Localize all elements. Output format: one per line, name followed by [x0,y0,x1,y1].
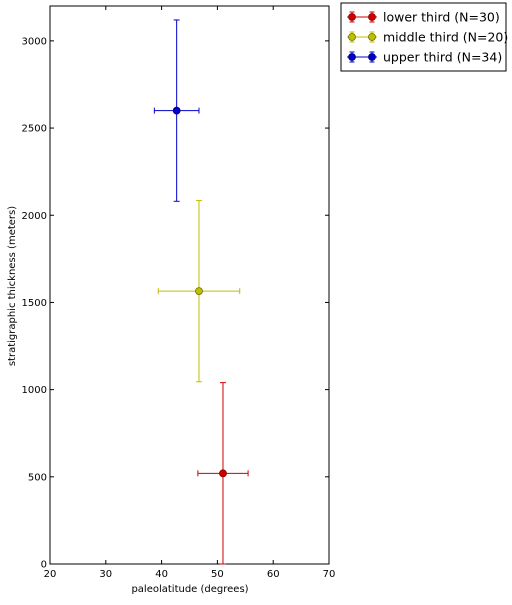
y-axis-label: stratigraphic thickness (meters) [7,206,18,366]
data-point [219,469,227,478]
legend-marker [348,53,356,61]
legend-marker [348,33,356,41]
x-tick-label: 30 [99,569,112,580]
x-tick-label: 40 [155,569,168,580]
y-tick-label: 0 [41,560,47,571]
data-point [195,287,203,296]
x-axis-label: paleolatitude (degrees) [131,584,248,595]
legend-item: middle third (N=20) [347,30,508,45]
y-tick-label: 500 [28,472,47,483]
y-tick-label: 3000 [22,36,47,47]
legend-label: middle third (N=20) [383,30,508,45]
legend-label: upper third (N=34) [383,50,502,65]
legend-item: lower third (N=30) [347,10,500,25]
data-series [197,382,249,565]
legend-item: upper third (N=34) [347,50,502,65]
legend-label: lower third (N=30) [383,10,500,25]
legend-marker [368,13,376,21]
y-tick-label: 2500 [22,124,47,135]
legend-marker [368,53,376,61]
x-tick-label: 70 [323,569,336,580]
x-tick-label: 50 [211,569,224,580]
x-tick-label: 60 [267,569,280,580]
data-point [172,106,181,115]
legend-marker [348,13,356,21]
data-series [157,199,241,383]
legend-marker [368,33,376,41]
legend: lower third (N=30) middle third (N=20) upp… [340,2,508,72]
plot-area: 20 30 40 50 60 70 0 500 1000 1500 2000 2500 3000 [22,5,336,580]
y-tick-label: 1000 [22,385,47,396]
plot-frame [49,5,330,565]
y-tick-label: 1500 [22,298,47,309]
x-tick-label: 20 [44,569,57,580]
data-series [153,19,200,202]
y-tick-label: 2000 [22,211,47,222]
